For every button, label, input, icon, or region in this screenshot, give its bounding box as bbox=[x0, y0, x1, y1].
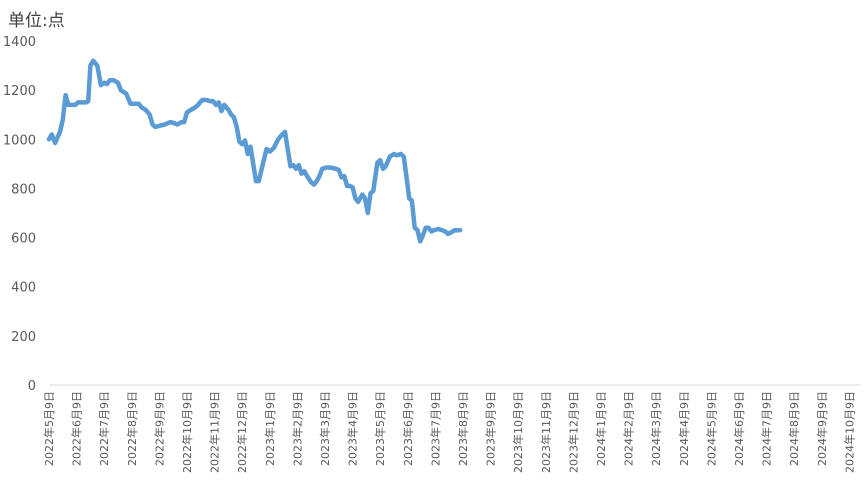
x-tick-label: 2023年10月9日 bbox=[511, 391, 525, 473]
x-tick-label: 2022年8月9日 bbox=[125, 391, 139, 466]
y-tick-label: 200 bbox=[11, 330, 36, 345]
y-tick-label: 600 bbox=[11, 232, 36, 247]
series-line bbox=[46, 58, 463, 244]
y-tick-label: 1200 bbox=[3, 84, 36, 99]
y-tick-label: 400 bbox=[11, 281, 36, 296]
x-tick-label: 2023年1月9日 bbox=[263, 391, 277, 466]
x-tick-label: 2024年2月9日 bbox=[622, 391, 636, 466]
unit-label: 单位:点 bbox=[8, 11, 65, 31]
x-tick-label: 2023年7月9日 bbox=[428, 391, 442, 466]
x-tick-label: 2023年4月9日 bbox=[346, 391, 360, 466]
x-tick-label: 2024年8月9日 bbox=[787, 391, 801, 466]
x-tick-label: 2023年9月9日 bbox=[484, 391, 498, 466]
x-tick-label: 2024年10月9日 bbox=[842, 391, 856, 473]
x-tick-label: 2024年4月9日 bbox=[677, 391, 691, 466]
x-axis: 2022年5月9日 2022年6月9日 2022年7月9日 2022年8月9日 2022… bbox=[42, 391, 856, 473]
x-tick-label: 2022年5月9日 bbox=[42, 391, 56, 466]
x-tick-label: 2024年6月9日 bbox=[732, 391, 746, 466]
y-tick-label: 800 bbox=[11, 182, 36, 197]
x-tick-label: 2024年7月9日 bbox=[760, 391, 774, 466]
x-tick-label: 2022年10月9日 bbox=[180, 391, 194, 473]
x-tick-label: 2023年3月9日 bbox=[318, 391, 332, 466]
x-tick-label: 2023年6月9日 bbox=[401, 391, 415, 466]
x-tick-label: 2024年1月9日 bbox=[594, 391, 608, 466]
x-tick-label: 2022年7月9日 bbox=[97, 391, 111, 466]
x-tick-label: 2023年5月9日 bbox=[373, 391, 387, 466]
x-tick-label: 2023年8月9日 bbox=[456, 391, 470, 466]
x-tick-label: 2022年11月9日 bbox=[208, 391, 222, 473]
x-tick-label: 2023年12月9日 bbox=[566, 391, 580, 473]
x-tick-label: 2024年9月9日 bbox=[815, 391, 829, 466]
x-tick-label: 2024年3月9日 bbox=[649, 391, 663, 466]
y-tick-label: 1000 bbox=[3, 133, 36, 148]
y-tick-label: 1400 bbox=[3, 35, 36, 50]
y-tick-label: 0 bbox=[28, 379, 36, 394]
x-tick-label: 2024年5月9日 bbox=[704, 391, 718, 466]
x-tick-label: 2022年12月9日 bbox=[235, 391, 249, 473]
y-axis: 0 200 400 600 800 1000 1200 1400 bbox=[3, 35, 36, 394]
x-tick-label: 2023年11月9日 bbox=[539, 391, 553, 473]
x-tick-label: 2022年6月9日 bbox=[70, 391, 84, 466]
x-tick-label: 2022年9月9日 bbox=[152, 391, 166, 466]
x-tick-label: 2023年2月9日 bbox=[290, 391, 304, 466]
